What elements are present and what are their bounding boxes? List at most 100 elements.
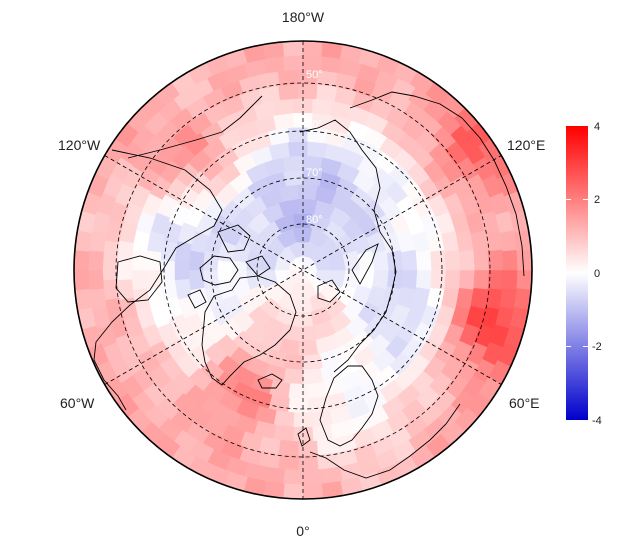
anomaly-cell (231, 259, 247, 281)
coastline-scandinavia (319, 365, 379, 447)
anomaly-cell (516, 249, 532, 271)
anomaly-cell (74, 269, 90, 291)
coastline-europe (309, 403, 461, 479)
anomaly-cell (130, 249, 147, 271)
anomaly-cell (116, 259, 132, 281)
anomaly-cell (282, 155, 304, 172)
anomaly-cell (174, 259, 190, 281)
anomaly-cell (473, 249, 490, 271)
coastline-hudson-bay (115, 255, 163, 303)
anomaly-cell (415, 249, 433, 271)
latitude-label-70: 70° (306, 167, 323, 179)
coastline-iceland (257, 373, 283, 389)
meridian-60w-120e (104, 155, 502, 385)
anomaly-cell (502, 269, 519, 291)
anomaly-cell (302, 469, 324, 486)
anomaly-cell (102, 259, 118, 281)
latitude-label-80: 80° (306, 214, 323, 226)
anomaly-cell (202, 269, 220, 290)
anomaly-cell (277, 439, 299, 457)
anomaly-cell (302, 483, 324, 499)
longitude-label-60e: 60°E (509, 395, 540, 411)
anomaly-cell (430, 269, 447, 291)
anomaly-cell (473, 269, 490, 291)
anomaly-cell (277, 83, 299, 101)
anomaly-cell (459, 269, 476, 291)
anomaly-cell (282, 368, 304, 385)
anomaly-cell (487, 249, 504, 271)
meridian-120w-60e (104, 155, 502, 385)
anomaly-cell (311, 424, 334, 442)
anomaly-cell (272, 98, 295, 116)
longitude-label-120w: 120°W (58, 137, 101, 153)
anomaly-cell (282, 483, 304, 499)
anomaly-cell (297, 340, 319, 357)
anomaly-cell (430, 249, 447, 271)
coastline-greenland (201, 275, 297, 386)
anomaly-cell (302, 368, 324, 385)
coastline-north-america (93, 149, 223, 411)
anomaly-cell (277, 69, 299, 86)
graticule (104, 41, 502, 499)
anomaly-cell (273, 410, 295, 428)
anomaly-cell (287, 140, 309, 157)
colorbar-tick-2: 2 (594, 194, 600, 206)
coastline-novaya-zemlya (351, 243, 379, 285)
anomaly-cell (302, 41, 324, 57)
latitude-circle-70 (210, 177, 396, 363)
anomaly-cell (297, 198, 318, 215)
anomaly-cell (516, 269, 532, 291)
anomaly-cell (116, 278, 134, 300)
anomaly-cell (282, 41, 304, 57)
coastline-svalbard (317, 279, 341, 303)
colorbar: 4 2 0 -2 -4 (566, 121, 602, 427)
anomaly-cell (287, 383, 309, 400)
anomaly-cell (487, 269, 504, 291)
anomaly-cell (282, 469, 304, 486)
colorbar-tick-0: 0 (594, 268, 600, 280)
longitude-label-120e: 120°E (507, 137, 545, 153)
anomaly-cell (307, 396, 329, 414)
anomaly-cell (130, 269, 147, 291)
anomaly-cell (202, 250, 220, 271)
anomaly-cell (297, 183, 319, 200)
anomaly-cell (444, 249, 461, 271)
anomaly-cell (444, 269, 461, 291)
anomaly-cell (502, 249, 519, 271)
anomaly-cell (307, 140, 328, 158)
anomaly-cell (282, 54, 304, 71)
anomaly-cell (74, 249, 90, 271)
colorbar-tick-neg2: -2 (592, 341, 602, 353)
anomaly-cell (316, 84, 338, 102)
anomaly-cell (217, 259, 233, 281)
coastline-eurasia (299, 119, 397, 373)
anomaly-cell (87, 249, 104, 271)
anomaly-cell (307, 382, 328, 400)
latitude-label-50: 50° (306, 69, 323, 81)
anomaly-cell (87, 269, 104, 291)
anomaly-cell (311, 98, 334, 116)
longitude-label-180w: 180°W (282, 9, 325, 25)
anomaly-cell (102, 239, 120, 262)
longitude-label-0: 0° (296, 523, 309, 539)
anomaly-cell (287, 126, 309, 143)
latitude-circle-50 (115, 82, 491, 458)
colorbar-tick-neg4: -4 (592, 415, 602, 427)
latitude-label-60: 60° (306, 119, 323, 131)
map-boundary (73, 40, 533, 500)
longitude-label-60w: 60°W (60, 395, 95, 411)
anomaly-cell (297, 325, 318, 342)
anomaly-cell (273, 112, 295, 130)
anomaly-cell (188, 249, 205, 271)
coastline-russian-far-east (349, 91, 525, 277)
anomaly-cell (188, 269, 205, 291)
anomaly-cell (401, 269, 418, 291)
colorbar-tick-4: 4 (594, 121, 600, 133)
anomaly-cell (116, 240, 134, 262)
anomaly-cell (297, 455, 319, 471)
coastline-canadian-archipelago (187, 224, 271, 309)
anomaly-cell (316, 438, 338, 456)
anomaly-cell (401, 249, 418, 271)
anomaly-cell (297, 83, 319, 100)
